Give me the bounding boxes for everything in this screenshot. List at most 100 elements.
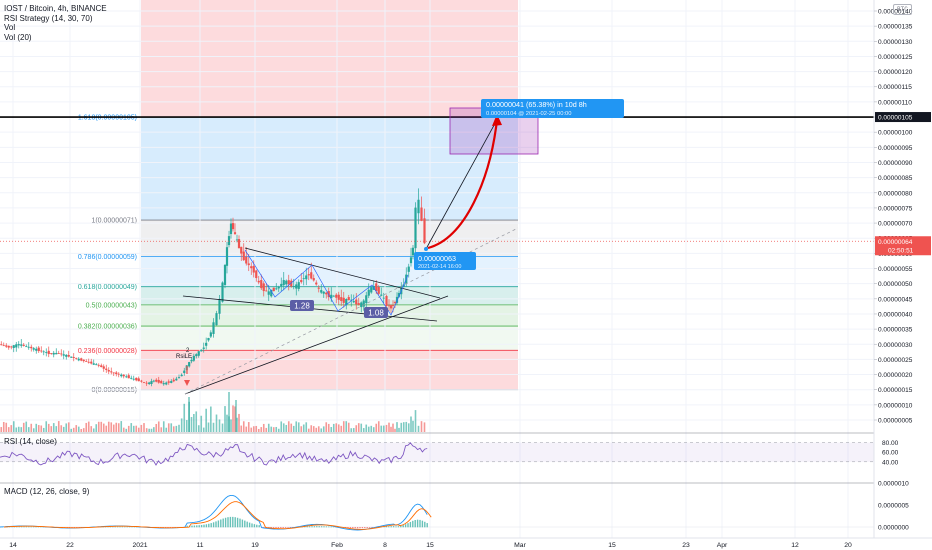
macd-hist-bar bbox=[23, 526, 25, 528]
macd-hist-bar bbox=[414, 520, 416, 528]
volume-bar bbox=[5, 422, 8, 432]
volume-bar bbox=[153, 427, 155, 432]
macd-hist-bar bbox=[308, 526, 311, 528]
candle-body bbox=[282, 280, 285, 286]
macd-hist-bar bbox=[268, 527, 270, 528]
time-axis[interactable]: 14 22 2021 11 19 Feb 8 15 Mar 15 23 Apr 12 20 bbox=[0, 537, 932, 550]
ratio-label-a: 1.28 bbox=[294, 302, 310, 311]
volume-bar bbox=[218, 419, 221, 432]
candle-body bbox=[72, 356, 75, 358]
macd-hist-bar bbox=[325, 526, 328, 528]
macd-hist-bar bbox=[35, 526, 37, 528]
fib-zones: 1.618(0.00000105) 1(0.00000071) 0.786(0.00… bbox=[78, 0, 518, 394]
price-tick-label: 0.00000070 bbox=[878, 221, 913, 228]
macd-hist-bar bbox=[277, 527, 280, 528]
macd-hist-bar bbox=[421, 520, 424, 528]
candle-body bbox=[380, 294, 383, 296]
candle-body bbox=[70, 356, 73, 358]
macd-hist-bar bbox=[198, 525, 200, 528]
volume-bar bbox=[236, 417, 238, 432]
volume-bar bbox=[107, 421, 110, 432]
volume-bar bbox=[202, 427, 205, 432]
entry-point bbox=[424, 247, 428, 251]
vol-label[interactable]: Vol bbox=[4, 23, 16, 32]
macd-hist-bar bbox=[203, 524, 205, 528]
volume-bar bbox=[282, 423, 285, 432]
entry-label-date: 2021-02-14 16:00 bbox=[418, 264, 461, 270]
candle-body bbox=[337, 294, 340, 300]
candle-body bbox=[255, 270, 258, 279]
volume-bar bbox=[317, 426, 320, 432]
entry-label-box bbox=[414, 252, 476, 270]
macd-pane bbox=[0, 482, 874, 531]
candle-body bbox=[221, 282, 224, 302]
volume-bar bbox=[365, 424, 368, 432]
rsi-pane-label[interactable]: RSI (14, close) bbox=[4, 437, 57, 446]
pattern-drawings[interactable]: 1.28 1.08 0.00000041 (65.38%) in 10d 8h 0.0… bbox=[0, 99, 874, 395]
candle-body bbox=[47, 350, 50, 355]
candle-body bbox=[97, 364, 100, 366]
candle-body bbox=[275, 288, 278, 290]
macd-hist-bar bbox=[272, 527, 275, 528]
volume-bar bbox=[327, 423, 330, 432]
price-tick-label: 0.00000075 bbox=[878, 205, 913, 212]
time-tick-label: 15 bbox=[608, 542, 616, 549]
macd-hist-bar bbox=[229, 516, 232, 528]
candle-body bbox=[325, 292, 328, 295]
volume-bar bbox=[148, 428, 150, 432]
target-label-line1: 0.00000041 (65.38%) in 10d 8h bbox=[486, 100, 587, 109]
macd-hist-bar bbox=[282, 527, 284, 528]
candle-body bbox=[235, 239, 239, 241]
rsi-strategy-label[interactable]: RSI Strategy (14, 30, 70) bbox=[4, 13, 93, 23]
volume-bar bbox=[120, 421, 123, 432]
volume-bar bbox=[97, 421, 100, 432]
volume-bar bbox=[100, 421, 103, 432]
macd-pane-label[interactable]: MACD (12, 26, close, 9) bbox=[4, 487, 90, 496]
candle-body bbox=[330, 294, 333, 299]
candle-body bbox=[177, 377, 181, 378]
volume-bar bbox=[12, 421, 15, 432]
time-tick-label: 14 bbox=[9, 542, 17, 549]
candle-body bbox=[322, 291, 325, 294]
volume-bar bbox=[190, 417, 193, 432]
macd-hist-bar bbox=[280, 527, 282, 528]
price-axis[interactable]: 0.00000140 0.00000135 0.00000130 0.00000125… bbox=[873, 0, 932, 550]
volume-bar bbox=[414, 410, 417, 432]
candle-body bbox=[382, 297, 385, 299]
volume-bar bbox=[122, 427, 125, 432]
candle-body bbox=[300, 279, 303, 283]
volume-bar bbox=[390, 426, 392, 432]
candle-body bbox=[35, 348, 38, 351]
macd-hist-bar bbox=[215, 521, 217, 528]
time-tick-label: 15 bbox=[426, 542, 434, 549]
candle-body bbox=[172, 379, 175, 382]
volume-bar bbox=[367, 426, 370, 432]
candle-body bbox=[122, 374, 125, 377]
candle-body bbox=[105, 368, 108, 370]
volume-bar bbox=[65, 423, 68, 432]
macd-hist-bar bbox=[352, 527, 354, 529]
currency-badge[interactable]: BTC bbox=[893, 4, 912, 15]
volume-bar bbox=[32, 428, 35, 432]
volume-bar bbox=[230, 419, 232, 432]
vol20-label[interactable]: Vol (20) bbox=[4, 32, 32, 42]
symbol-title[interactable]: IOST / Bitcoin, 4h, BINANCE bbox=[4, 4, 107, 13]
volume-bar bbox=[375, 423, 378, 432]
macd-hist-bar bbox=[404, 524, 407, 528]
volume-bar bbox=[355, 425, 358, 432]
volume-bar bbox=[52, 423, 55, 432]
projection-arrow bbox=[427, 119, 499, 250]
macd-hist-bar bbox=[287, 527, 289, 528]
arrow-head bbox=[492, 114, 502, 126]
volume-bar bbox=[40, 425, 43, 432]
candle-body bbox=[397, 292, 401, 297]
candle-body bbox=[218, 298, 221, 314]
candle-body bbox=[50, 353, 53, 354]
price-tick-label: 0.00000135 bbox=[878, 24, 913, 31]
time-tick-label: 19 bbox=[251, 542, 259, 549]
candle-body bbox=[40, 350, 43, 352]
candle-body bbox=[202, 347, 205, 349]
macd-hist-bar bbox=[244, 520, 246, 528]
candle-body bbox=[140, 380, 143, 382]
